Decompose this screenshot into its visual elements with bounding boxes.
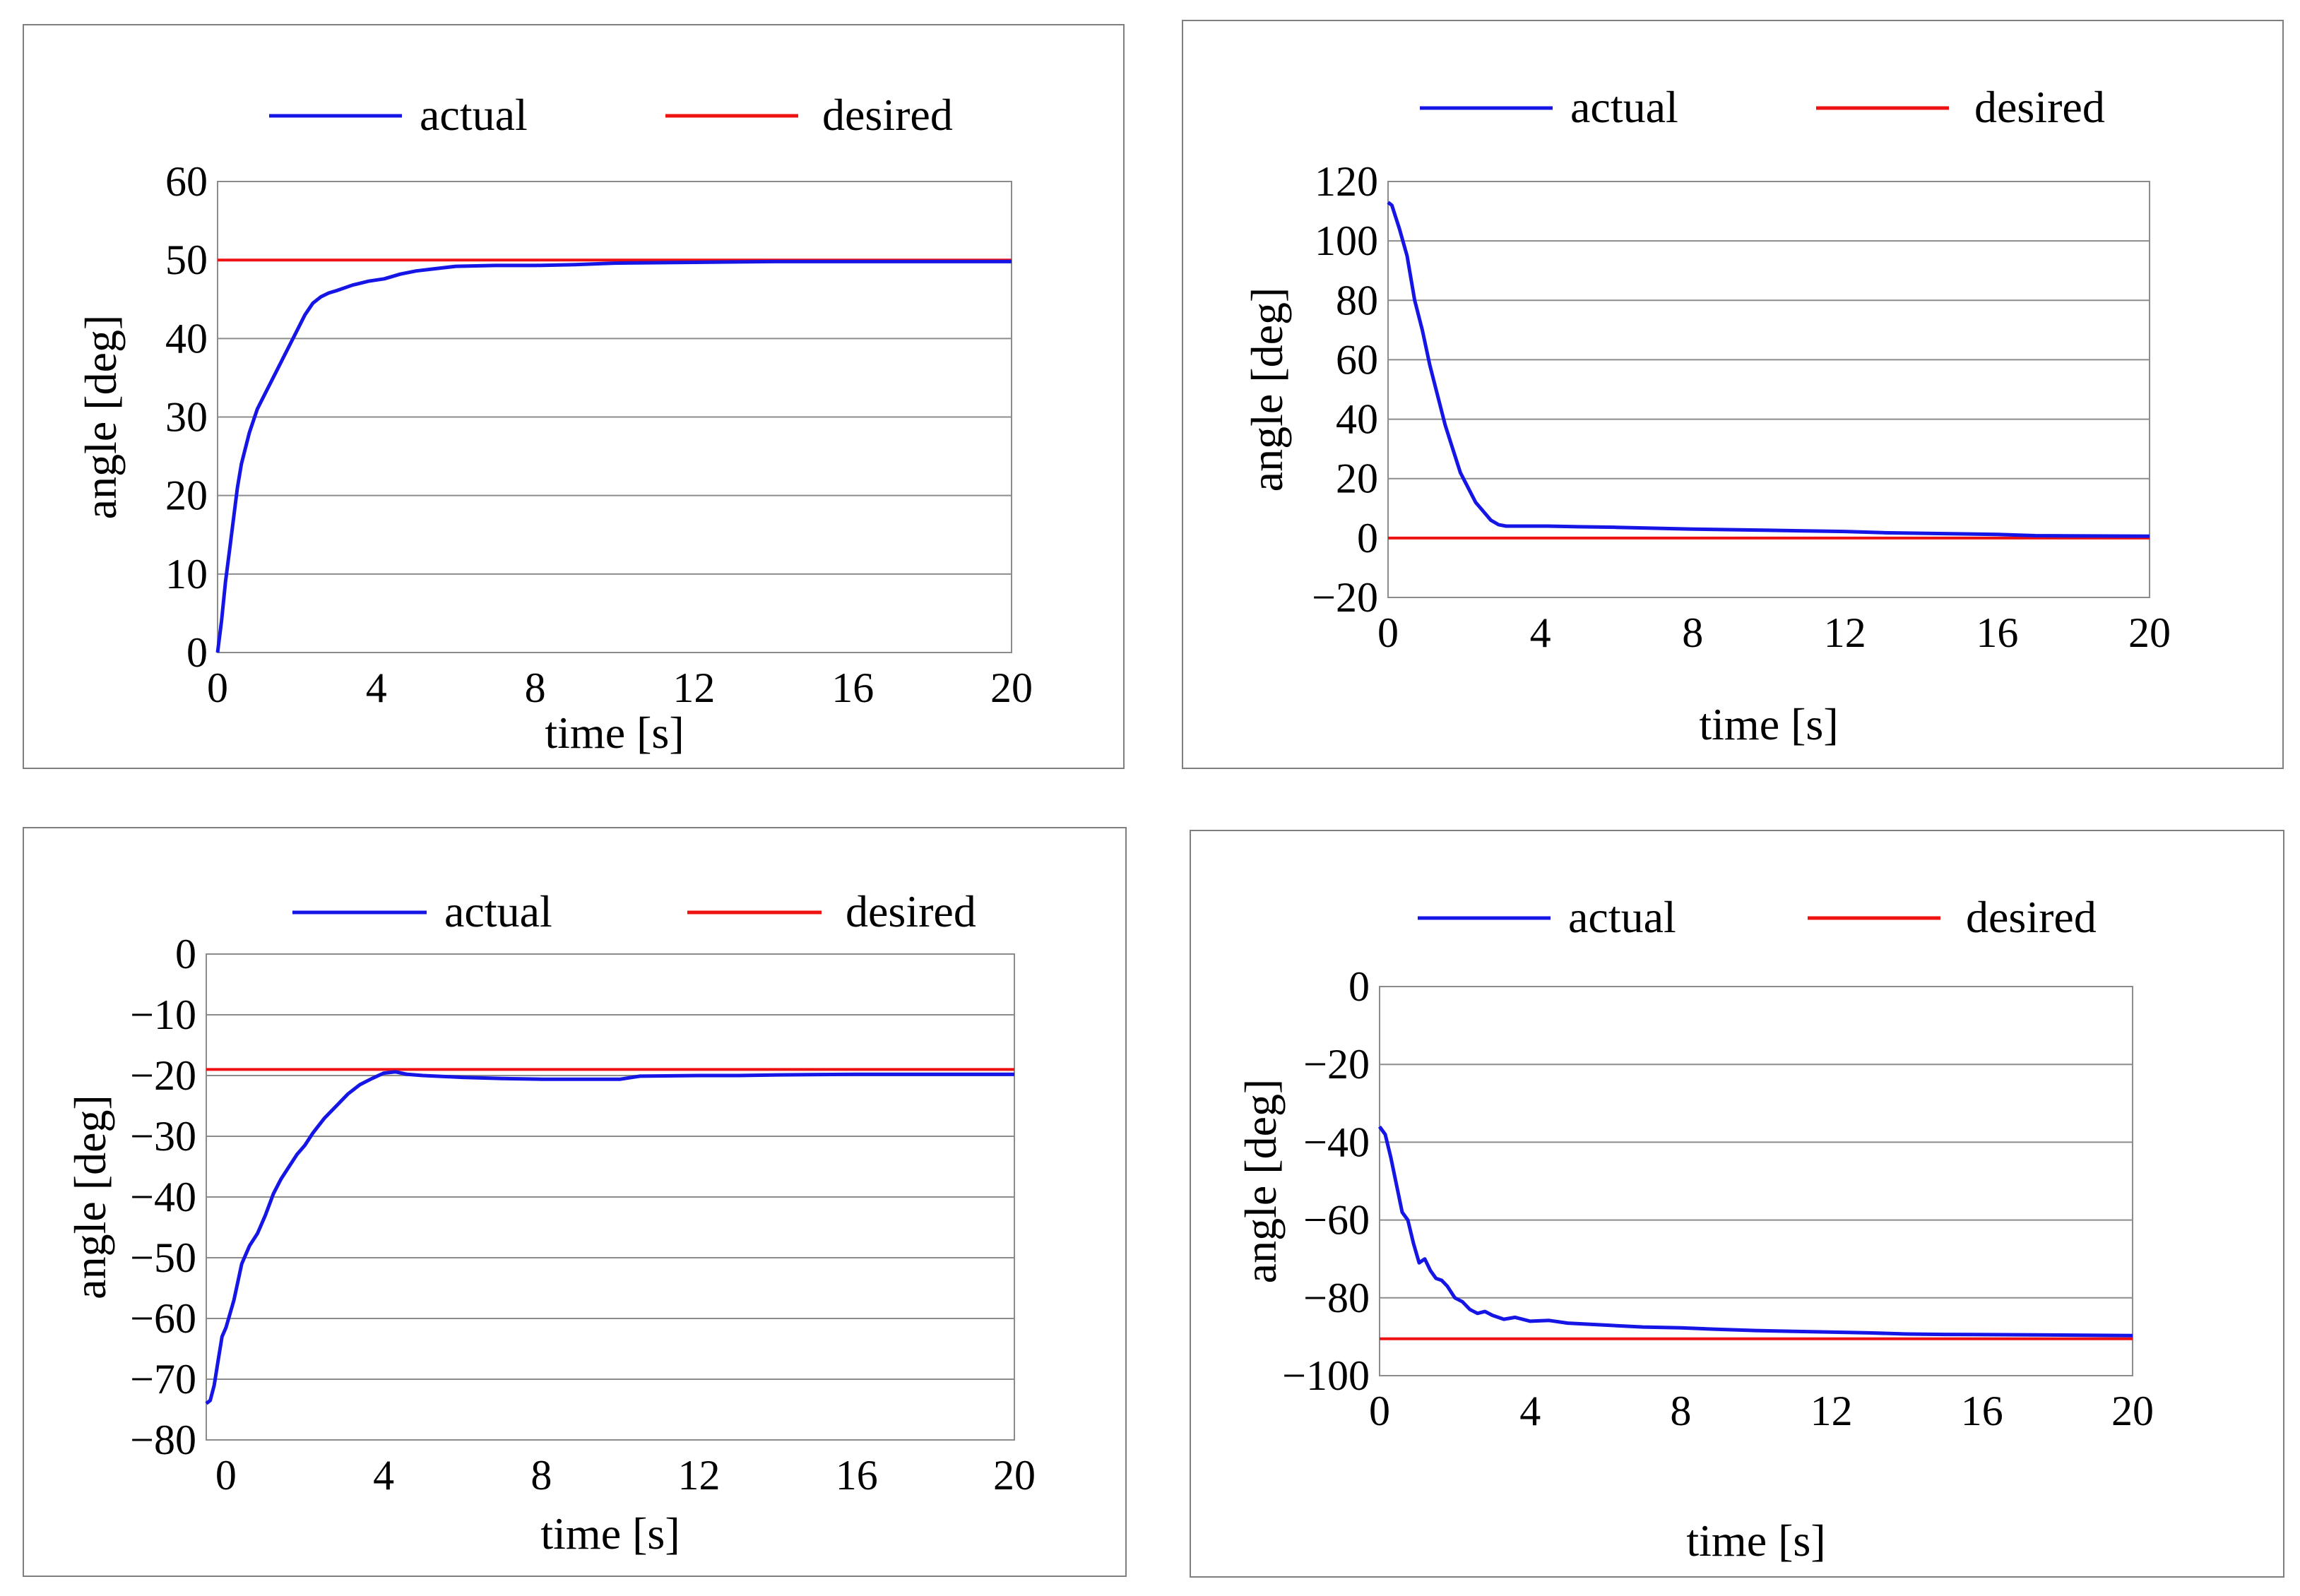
plot-area — [1387, 181, 2150, 598]
y-tick-label: 60 — [165, 158, 208, 205]
y-tick-label: 20 — [1336, 455, 1378, 502]
y-tick-label: −20 — [130, 1052, 196, 1099]
chart-3: −80 −70 −60 −50 −40 −30 −20 −10 0 0 4 8 12 16 20 time [… — [65, 886, 1036, 1559]
y-tick-label: 0 — [1357, 515, 1378, 561]
x-tick-label: 20 — [990, 665, 1033, 711]
x-tick-label: 16 — [1961, 1388, 2003, 1434]
legend-label-desired: desired — [822, 90, 953, 140]
x-tick-label: 8 — [1682, 609, 1703, 656]
y-tick-label: 40 — [1336, 396, 1378, 443]
y-tick-label: 0 — [186, 629, 208, 676]
x-tick-label: 20 — [2128, 609, 2171, 656]
y-tick-label: −60 — [130, 1295, 196, 1342]
x-tick-label: 0 — [1369, 1388, 1390, 1434]
legend-label-desired: desired — [1974, 82, 2105, 132]
y-tick-label: −10 — [130, 991, 196, 1038]
y-tick-label: −40 — [130, 1174, 196, 1220]
series-line-actual — [205, 1070, 1014, 1405]
chart-panel-2: −20 0 20 40 60 80 100 120 0 4 8 12 16 20 time [s] angle… — [1182, 20, 2284, 769]
x-axis-label: time [s] — [1686, 1515, 1825, 1566]
x-tick-label: 0 — [207, 665, 228, 711]
plot-area — [206, 953, 1015, 1441]
plot-area — [217, 181, 1012, 653]
x-tick-label: 0 — [1377, 609, 1399, 656]
plot-area — [1379, 986, 2133, 1376]
x-tick-label: 12 — [1810, 1388, 1853, 1434]
y-tick-label: 100 — [1315, 218, 1378, 264]
x-tick-label: 8 — [530, 1452, 552, 1499]
x-tick-label: 4 — [366, 665, 387, 711]
x-tick-label: 8 — [525, 665, 546, 711]
x-tick-label: 20 — [993, 1452, 1036, 1499]
y-tick-label: −50 — [130, 1234, 196, 1281]
legend-label-desired: desired — [846, 886, 976, 936]
y-tick-label: 80 — [1336, 277, 1378, 323]
y-tick-label: 120 — [1315, 158, 1378, 205]
y-axis-label: angle [deg] — [65, 1095, 115, 1299]
chart-panel-4: −100 −80 −60 −40 −20 0 0 4 8 12 16 20 time [s] angle … — [1190, 830, 2284, 1578]
x-axis-label: time [s] — [545, 708, 684, 758]
y-tick-label: −80 — [130, 1417, 196, 1463]
x-tick-label: 20 — [2111, 1388, 2154, 1434]
x-tick-label: 4 — [1530, 609, 1551, 656]
x-tick-label: 4 — [373, 1452, 394, 1499]
series-line-actual — [1377, 1125, 2133, 1338]
x-tick-label: 0 — [215, 1452, 237, 1499]
y-tick-label: 40 — [165, 315, 208, 362]
x-tick-label: 16 — [836, 1452, 878, 1499]
chart-panel-1: 0 10 20 30 40 50 60 0 4 8 12 16 20 time [s] angle [deg… — [23, 24, 1125, 769]
legend-label-actual: actual — [444, 886, 552, 936]
y-axis-label: angle [deg] — [76, 315, 126, 520]
y-tick-label: 0 — [1348, 963, 1370, 1010]
y-tick-label: 50 — [165, 237, 208, 283]
y-tick-label: −80 — [1303, 1275, 1370, 1321]
y-tick-label: 60 — [1336, 336, 1378, 383]
y-tick-label: 10 — [165, 551, 208, 597]
y-axis-label: angle [deg] — [1235, 1079, 1286, 1284]
x-tick-label: 16 — [1976, 609, 2018, 656]
series-line-actual — [1387, 201, 2150, 538]
y-tick-label: 20 — [165, 472, 208, 519]
legend-label-actual: actual — [1568, 892, 1676, 942]
y-tick-label: −30 — [130, 1113, 196, 1160]
chart-panel-3: −80 −70 −60 −50 −40 −30 −20 −10 0 0 4 8 12 16 20 time [… — [23, 827, 1127, 1577]
legend-label-actual: actual — [420, 90, 528, 140]
y-tick-label: −100 — [1282, 1352, 1370, 1399]
x-tick-label: 12 — [678, 1452, 721, 1499]
x-axis-label: time [s] — [1699, 699, 1838, 749]
y-tick-label: 30 — [165, 394, 208, 441]
legend-label-desired: desired — [1966, 892, 2097, 942]
y-tick-label: 0 — [175, 931, 196, 977]
y-tick-label: −60 — [1303, 1197, 1370, 1244]
series-line-actual — [215, 259, 1012, 653]
x-tick-label: 4 — [1519, 1388, 1541, 1434]
y-tick-label: −40 — [1303, 1119, 1370, 1165]
x-tick-label: 16 — [831, 665, 874, 711]
y-tick-label: −20 — [1312, 574, 1378, 621]
y-axis-label: angle [deg] — [1242, 287, 1292, 492]
chart-4: −100 −80 −60 −40 −20 0 0 4 8 12 16 20 time [s] angle … — [1235, 892, 2154, 1566]
x-axis-label: time [s] — [540, 1508, 680, 1559]
y-tick-label: −20 — [1303, 1041, 1370, 1088]
chart-1: 0 10 20 30 40 50 60 0 4 8 12 16 20 time [s] angle [deg… — [76, 90, 1033, 758]
x-tick-label: 12 — [672, 665, 715, 711]
y-tick-label: −70 — [130, 1356, 196, 1403]
x-tick-label: 8 — [1670, 1388, 1691, 1434]
x-tick-label: 12 — [1824, 609, 1866, 656]
legend-label-actual: actual — [1570, 82, 1678, 132]
